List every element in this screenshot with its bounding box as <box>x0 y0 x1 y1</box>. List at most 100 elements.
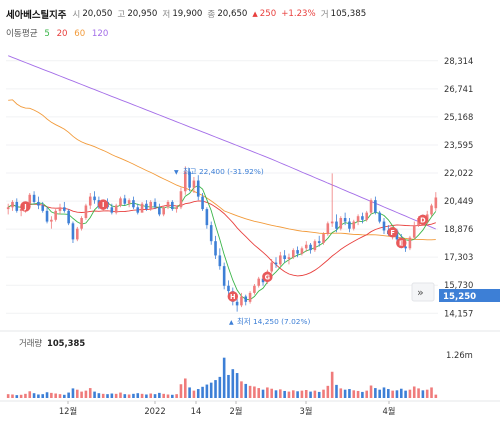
event-marker-d[interactable]: D <box>417 214 429 225</box>
candle[interactable] <box>196 175 200 201</box>
candle[interactable] <box>11 200 14 211</box>
candle[interactable] <box>67 209 70 226</box>
candle[interactable] <box>361 212 364 224</box>
candle[interactable] <box>330 173 334 227</box>
candles[interactable] <box>6 166 438 312</box>
event-marker-e[interactable]: E <box>396 237 407 249</box>
candle[interactable] <box>222 262 226 290</box>
candle[interactable] <box>183 166 187 195</box>
candle[interactable] <box>201 193 204 211</box>
candle[interactable] <box>317 235 321 247</box>
moving-average-legend[interactable]: 이동평균 5 20 60 120 <box>6 27 112 39</box>
candle[interactable] <box>352 219 356 231</box>
candle[interactable] <box>326 221 330 236</box>
candle[interactable] <box>205 207 209 229</box>
candle[interactable] <box>244 294 248 306</box>
candle[interactable] <box>279 251 282 267</box>
candle[interactable] <box>136 203 140 215</box>
candle[interactable] <box>291 248 295 260</box>
price-tick-label: 25,168 <box>444 112 473 122</box>
candle[interactable] <box>382 217 386 235</box>
candle[interactable] <box>253 283 256 295</box>
candle[interactable] <box>153 198 157 210</box>
volume-bar <box>395 390 399 398</box>
candle[interactable] <box>123 194 127 206</box>
candle[interactable] <box>192 176 196 194</box>
candle[interactable] <box>408 235 412 251</box>
volume-bar <box>153 394 157 398</box>
candle[interactable] <box>240 292 243 308</box>
candle[interactable] <box>145 200 148 211</box>
high-label: 고 <box>117 10 126 20</box>
volume-bar <box>97 393 101 398</box>
candle[interactable] <box>287 253 291 265</box>
candle[interactable] <box>343 212 347 226</box>
candle[interactable] <box>309 242 312 254</box>
candle[interactable] <box>218 248 222 270</box>
candle[interactable] <box>71 221 75 243</box>
candle[interactable] <box>369 198 373 215</box>
candle[interactable] <box>132 196 135 210</box>
candle[interactable] <box>179 187 183 210</box>
candle[interactable] <box>6 203 10 215</box>
candle[interactable] <box>296 246 299 258</box>
candle[interactable] <box>166 200 170 210</box>
candle[interactable] <box>37 196 40 210</box>
candle[interactable] <box>32 191 36 204</box>
candle[interactable] <box>365 210 369 222</box>
candle[interactable] <box>171 200 174 211</box>
event-marker-g[interactable]: G <box>262 271 273 283</box>
candle[interactable] <box>257 276 261 288</box>
candle[interactable] <box>356 214 360 226</box>
candle[interactable] <box>84 203 88 220</box>
candle[interactable] <box>270 259 273 274</box>
candle[interactable] <box>50 216 53 229</box>
candle[interactable] <box>110 203 114 215</box>
event-marker-i[interactable]: I <box>98 199 109 210</box>
candle[interactable] <box>93 191 96 204</box>
candle[interactable] <box>374 196 377 215</box>
candle[interactable] <box>58 203 62 215</box>
candle[interactable] <box>175 205 178 213</box>
candle[interactable] <box>162 205 165 217</box>
candle[interactable] <box>114 203 118 215</box>
candle[interactable] <box>45 207 49 224</box>
event-marker-j[interactable]: J <box>20 201 31 212</box>
scroll-latest-button[interactable]: » <box>411 282 435 302</box>
candle[interactable] <box>248 291 252 304</box>
candle[interactable] <box>430 203 433 217</box>
ma-5-line <box>7 184 437 301</box>
event-marker-f[interactable]: F <box>387 227 398 238</box>
candle[interactable] <box>434 192 438 211</box>
candle[interactable] <box>412 221 416 240</box>
candle[interactable] <box>119 196 122 208</box>
candle[interactable] <box>63 201 66 213</box>
event-markers[interactable]: J I H G FE D <box>20 199 429 302</box>
candle[interactable] <box>88 193 92 210</box>
candle[interactable] <box>41 201 45 213</box>
candle[interactable] <box>127 198 131 208</box>
candle[interactable] <box>378 210 381 224</box>
event-marker-h[interactable]: H <box>227 291 238 302</box>
candle[interactable] <box>300 246 304 256</box>
candle[interactable] <box>140 201 144 213</box>
candle[interactable] <box>304 241 308 252</box>
candle[interactable] <box>339 216 343 231</box>
candle[interactable] <box>335 214 338 233</box>
candle[interactable] <box>54 209 57 222</box>
candle[interactable] <box>348 217 351 233</box>
candle[interactable] <box>274 257 278 268</box>
volume-bar <box>434 394 438 398</box>
candle[interactable] <box>158 203 161 217</box>
candle[interactable] <box>80 216 83 231</box>
candle[interactable] <box>214 235 217 260</box>
candle[interactable] <box>149 200 153 211</box>
candle[interactable] <box>209 221 213 245</box>
candle[interactable] <box>188 168 191 192</box>
candle[interactable] <box>283 250 286 263</box>
candle[interactable] <box>322 232 325 245</box>
candle[interactable] <box>75 226 79 242</box>
candle[interactable] <box>15 198 19 213</box>
candle[interactable] <box>313 239 317 252</box>
